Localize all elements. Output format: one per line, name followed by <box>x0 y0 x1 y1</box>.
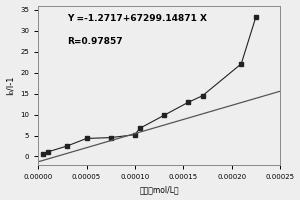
Text: R=0.97857: R=0.97857 <box>67 37 123 46</box>
Y-axis label: I₀/I-1: I₀/I-1 <box>6 75 15 95</box>
X-axis label: 濃度（mol/L）: 濃度（mol/L） <box>139 185 179 194</box>
Text: Y =-1.2717+67299.14871 X: Y =-1.2717+67299.14871 X <box>67 14 207 23</box>
